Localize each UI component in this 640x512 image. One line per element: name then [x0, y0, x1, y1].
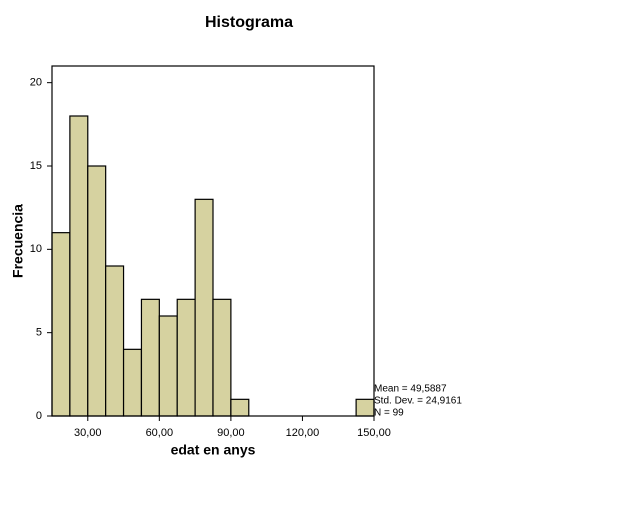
x-tick-label: 30,00: [74, 427, 102, 439]
y-tick-label: 15: [30, 160, 42, 172]
x-tick-label: 90,00: [217, 427, 245, 439]
bar: [355, 398, 375, 417]
bar: [105, 265, 125, 417]
stats-note: Std. Dev. = 24,9161: [374, 396, 462, 407]
y-tick-label: 0: [36, 410, 42, 422]
bar: [122, 348, 143, 417]
x-axis-title: edat en anys: [171, 442, 256, 458]
stats-note: Mean = 49,5887: [374, 384, 447, 395]
bar: [158, 315, 178, 417]
bar: [51, 232, 71, 417]
bar: [69, 115, 89, 417]
bar: [230, 398, 250, 417]
y-tick-label: 5: [36, 327, 42, 339]
x-tick-label: 60,00: [146, 427, 174, 439]
y-tick-label: 10: [30, 243, 42, 255]
bar: [194, 198, 214, 417]
chart-title: Histograma: [205, 14, 293, 31]
plot-frame: [51, 65, 375, 417]
bar: [87, 165, 107, 417]
bar: [212, 298, 232, 417]
bar: [176, 298, 196, 417]
bar: [140, 298, 160, 417]
stats-note: N = 99: [374, 408, 404, 419]
y-tick-label: 20: [30, 77, 42, 89]
x-tick-label: 120,00: [286, 427, 320, 439]
y-axis-title: Frecuencia: [10, 204, 26, 278]
x-tick-label: 150,00: [357, 427, 391, 439]
